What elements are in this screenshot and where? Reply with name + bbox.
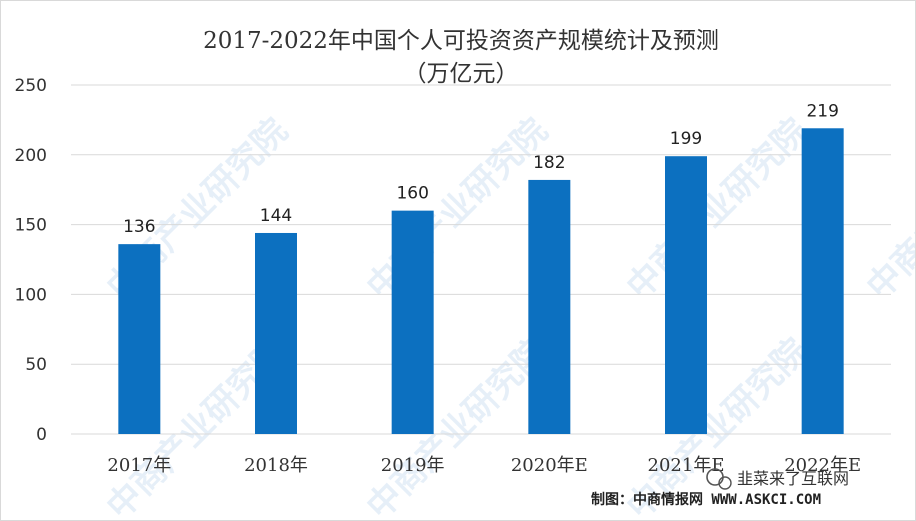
y-tick-label: 100 [15,285,47,305]
data-label: 160 [396,184,428,204]
y-tick-label: 0 [36,425,47,445]
y-axis-ticks: 0 50 100 150 200 250 [15,76,47,445]
bar [391,210,434,434]
watermark-text: 中商产业研究院 [859,111,915,308]
bars [118,128,844,435]
bar [118,244,161,434]
x-tick-label: 2017年 [107,455,171,476]
chart-subtitle: （万亿元） [404,61,519,87]
bar [528,179,571,434]
bar [665,156,707,435]
grid-lines [71,84,891,435]
wechat-icon-small [718,476,732,490]
watermark-text: 中商产业研究院 [359,111,556,308]
x-tick-label: 2022年E [784,455,861,476]
data-label: 199 [670,129,702,149]
source-credit: 制图：中商情报网 WWW.ASKCI.COM [591,491,821,508]
bar [801,128,844,434]
x-tick-label: 2019年 [381,455,445,476]
data-labels: 136 144 160 182 199 219 [123,101,839,237]
x-tick-label: 2021年E [648,455,725,476]
x-tick-label: 2020年E [511,455,588,476]
x-tick-label: 2018年 [244,455,308,476]
y-tick-label: 150 [15,216,47,236]
chart-title: 2017-2022年中国个人可投资资产规模统计及预测 [203,28,719,54]
watermark-text: 中商产业研究院 [619,111,816,308]
y-tick-label: 200 [15,146,47,166]
wechat-badge: 韭菜来了互联网 [706,468,849,490]
wechat-badge-text: 韭菜来了互联网 [737,469,849,488]
data-label: 219 [806,101,838,121]
y-tick-label: 50 [25,355,47,375]
data-label: 136 [123,217,155,237]
x-axis-categories: 2017年 2018年 2019年 2020年E 2021年E 2022年E [107,455,861,476]
bar [255,232,297,434]
y-tick-label: 250 [15,76,47,96]
data-label: 182 [533,153,565,173]
data-label: 144 [260,206,292,226]
watermark-text: 中商产业研究院 [359,331,556,520]
